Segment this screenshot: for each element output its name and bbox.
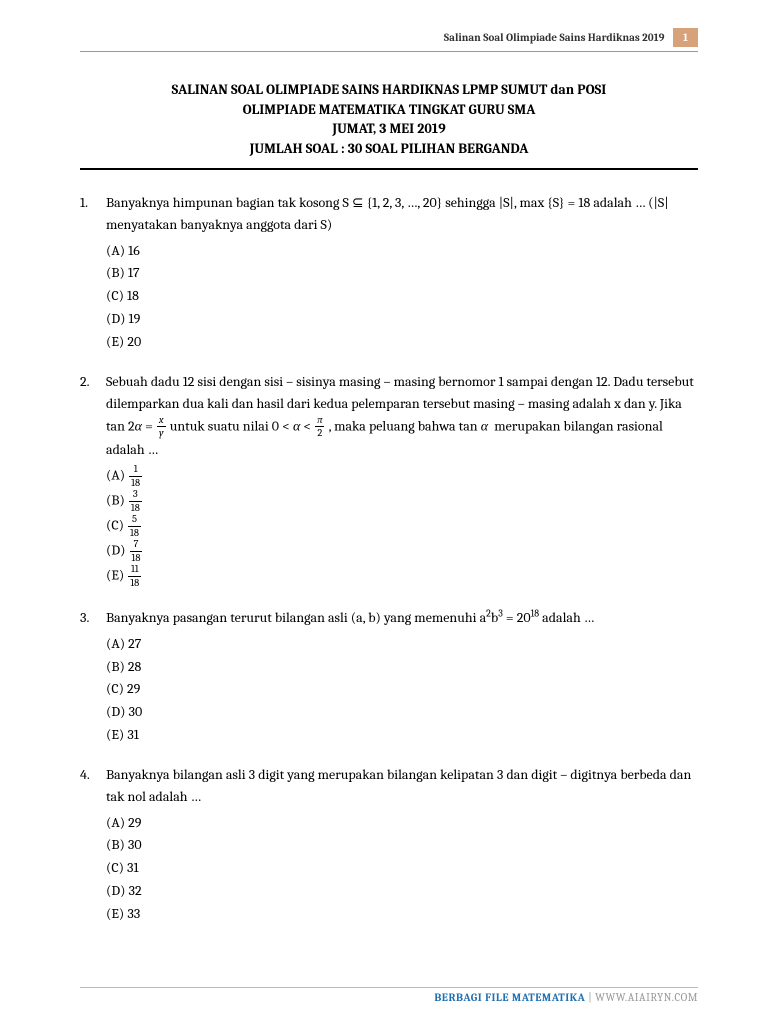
question-number: 2. bbox=[80, 371, 106, 589]
option-item: (E) 31 bbox=[106, 724, 698, 746]
option-item: (A) 29 bbox=[106, 812, 698, 834]
option-item: (B) 28 bbox=[106, 656, 698, 678]
header-rule bbox=[80, 51, 698, 52]
option-list: (A) 29(B) 30(C) 31(D) 32(E) 33 bbox=[106, 812, 698, 924]
option-item: (C) 518 bbox=[106, 514, 698, 538]
option-item: (B) 30 bbox=[106, 834, 698, 856]
option-item: (B) 17 bbox=[106, 262, 698, 284]
question-list: 1.Banyaknya himpunan bagian tak kosong S… bbox=[80, 192, 698, 925]
footer-label: BERBAGI FILE MATEMATIKA bbox=[434, 991, 585, 1004]
question-body: Banyaknya pasangan terurut bilangan asli… bbox=[106, 607, 698, 746]
option-item: (B) 318 bbox=[106, 489, 698, 513]
question-text: Banyaknya pasangan terurut bilangan asli… bbox=[106, 607, 698, 629]
question-number: 4. bbox=[80, 764, 106, 925]
footer-sep: | bbox=[585, 991, 595, 1004]
option-item: (D) 32 bbox=[106, 880, 698, 902]
page-number-badge: 1 bbox=[673, 28, 698, 47]
option-item: (E) 1118 bbox=[106, 564, 698, 588]
option-item: (C) 29 bbox=[106, 678, 698, 700]
option-item: (C) 31 bbox=[106, 857, 698, 879]
question-item: 2.Sebuah dadu 12 sisi dengan sisi – sisi… bbox=[80, 371, 698, 589]
question-body: Sebuah dadu 12 sisi dengan sisi – sisiny… bbox=[106, 371, 698, 589]
option-list: (A) 27(B) 28(C) 29(D) 30(E) 31 bbox=[106, 633, 698, 745]
option-item: (C) 18 bbox=[106, 285, 698, 307]
question-text: Banyaknya himpunan bagian tak kosong S ⊆… bbox=[106, 192, 698, 235]
footer-rule bbox=[80, 987, 698, 988]
option-item: (E) 20 bbox=[106, 331, 698, 353]
option-item: (D) 718 bbox=[106, 539, 698, 563]
title-line-4: JUMLAH SOAL : 30 SOAL PILIHAN BERGANDA bbox=[80, 139, 698, 159]
title-rule bbox=[80, 168, 698, 170]
question-body: Banyaknya himpunan bagian tak kosong S ⊆… bbox=[106, 192, 698, 353]
option-item: (E) 33 bbox=[106, 903, 698, 925]
option-item: (D) 19 bbox=[106, 308, 698, 330]
question-item: 4.Banyaknya bilangan asli 3 digit yang m… bbox=[80, 764, 698, 925]
question-body: Banyaknya bilangan asli 3 digit yang mer… bbox=[106, 764, 698, 925]
title-line-1: SALINAN SOAL OLIMPIADE SAINS HARDIKNAS L… bbox=[80, 80, 698, 100]
document-title: SALINAN SOAL OLIMPIADE SAINS HARDIKNAS L… bbox=[80, 80, 698, 158]
question-number: 3. bbox=[80, 607, 106, 746]
option-item: (A) 118 bbox=[106, 464, 698, 488]
question-item: 1.Banyaknya himpunan bagian tak kosong S… bbox=[80, 192, 698, 353]
option-list: (A) 16(B) 17(C) 18(D) 19(E) 20 bbox=[106, 240, 698, 352]
option-list: (A) 118(B) 318(C) 518(D) 718(E) 1118 bbox=[106, 464, 698, 588]
running-header: Salinan Soal Olimpiade Sains Hardiknas 2… bbox=[80, 28, 698, 47]
title-line-3: JUMAT, 3 MEI 2019 bbox=[80, 119, 698, 139]
page-footer: BERBAGI FILE MATEMATIKA | WWW.AIAIRYN.CO… bbox=[434, 989, 698, 1006]
option-item: (A) 16 bbox=[106, 240, 698, 262]
question-number: 1. bbox=[80, 192, 106, 353]
footer-url: WWW.AIAIRYN.COM bbox=[595, 991, 698, 1004]
title-line-2: OLIMPIADE MATEMATIKA TINGKAT GURU SMA bbox=[80, 100, 698, 120]
running-title: Salinan Soal Olimpiade Sains Hardiknas 2… bbox=[444, 31, 665, 44]
question-text: Sebuah dadu 12 sisi dengan sisi – sisiny… bbox=[106, 371, 698, 460]
option-item: (A) 27 bbox=[106, 633, 698, 655]
question-text: Banyaknya bilangan asli 3 digit yang mer… bbox=[106, 764, 698, 807]
option-item: (D) 30 bbox=[106, 701, 698, 723]
question-item: 3.Banyaknya pasangan terurut bilangan as… bbox=[80, 607, 698, 746]
